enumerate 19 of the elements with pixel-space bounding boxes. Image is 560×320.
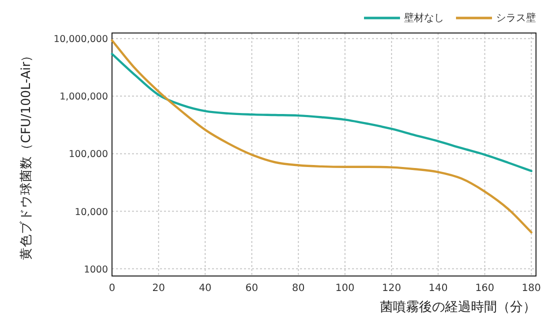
x-tick-label: 60 [245,283,258,294]
x-tick-label: 160 [475,283,494,294]
legend-label: 壁材なし [404,12,444,24]
x-tick-label: 120 [382,283,402,294]
y-tick-label: 1000 [84,264,108,276]
y-tick-label: 1,000,000 [60,92,108,103]
y-tick-label: 10,000,000 [54,34,108,46]
x-axis-title: 菌噴霧後の経過時間（分） [380,300,536,315]
x-tick-label: 140 [428,283,448,294]
y-tick-label: 10,000 [74,206,108,218]
y-tick-label: 100,000 [68,149,108,160]
x-tick-label: 0 [108,283,116,294]
x-tick-label: 100 [335,283,355,294]
x-tick-label: 40 [198,283,212,294]
x-tick-label: 180 [522,283,541,294]
x-tick-label: 20 [152,283,165,294]
x-tick-label: 80 [292,283,305,294]
y-axis-title: 黄色ブドウ球菌数（CFU/100L-Air） [18,48,33,260]
legend-label: シラス壁 [496,12,536,24]
